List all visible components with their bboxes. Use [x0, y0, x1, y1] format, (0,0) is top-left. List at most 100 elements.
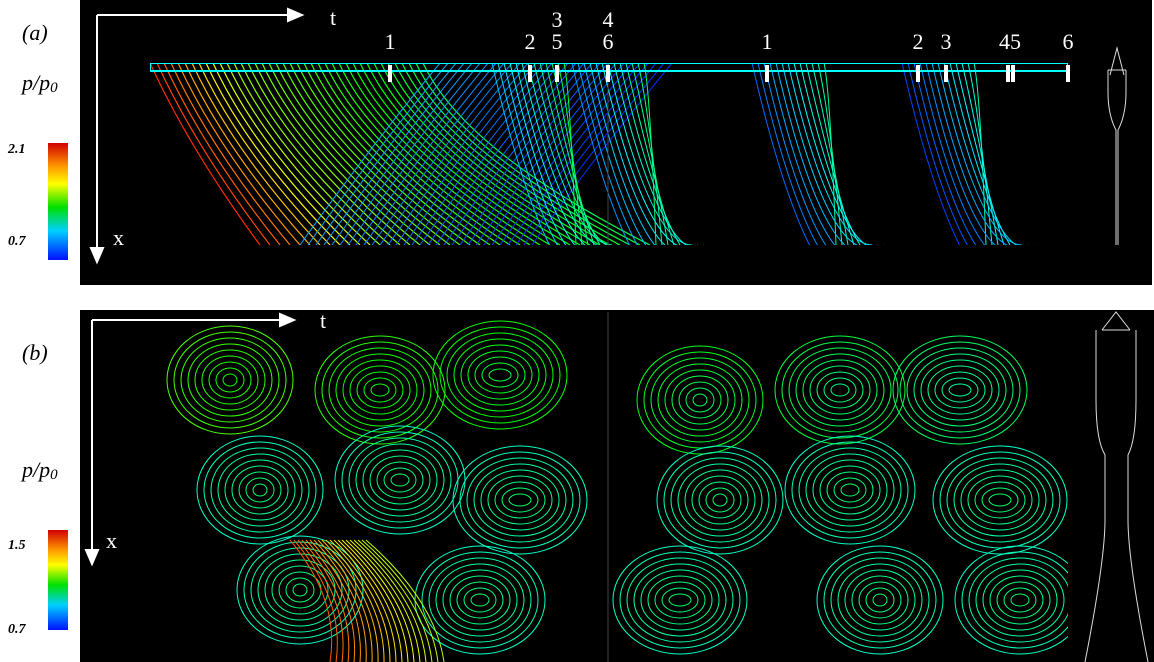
contour [664, 369, 736, 431]
contour [363, 63, 505, 245]
contour [899, 341, 1021, 439]
contour [787, 63, 873, 245]
contour [198, 63, 331, 245]
contour [459, 451, 581, 549]
contour [460, 344, 540, 406]
contour [323, 63, 465, 245]
quantity: p/p [20, 457, 50, 482]
contour [163, 63, 281, 245]
contour [325, 539, 385, 662]
contour [231, 465, 289, 515]
contour [698, 481, 742, 519]
contour [837, 563, 923, 637]
colorbar-min: 0.7 [8, 234, 27, 249]
contour [968, 557, 1068, 643]
contour [823, 377, 857, 403]
contour [960, 469, 1040, 531]
contour [395, 63, 537, 245]
quantity-label: p/p0 [20, 457, 58, 483]
contour [892, 335, 1028, 445]
contour [321, 539, 379, 662]
contour [925, 63, 1034, 245]
contour [865, 587, 895, 613]
contour [257, 553, 343, 627]
contour [791, 441, 909, 539]
marker-label: 2 [525, 29, 536, 54]
contour [379, 63, 521, 245]
contour [459, 63, 601, 245]
quantity: p/p [20, 70, 50, 95]
contour [927, 365, 993, 415]
contour [285, 577, 315, 603]
contour [677, 463, 763, 537]
contour [684, 469, 756, 531]
contour [236, 535, 364, 645]
marker-label: 4 [603, 7, 614, 32]
contour [324, 63, 511, 245]
contour [571, 63, 728, 245]
contour [331, 63, 521, 245]
contour [816, 371, 864, 409]
contour [352, 63, 551, 245]
contour [671, 375, 729, 425]
contour [640, 569, 720, 631]
contour [321, 341, 439, 439]
contour [474, 356, 526, 394]
contour [515, 63, 657, 245]
contour [840, 483, 860, 497]
contour [763, 63, 896, 245]
contour [421, 551, 539, 649]
contour [793, 63, 867, 245]
marker-tick [916, 65, 920, 82]
contour [363, 377, 397, 403]
contour [439, 326, 561, 424]
contour [443, 63, 585, 245]
nozzle-a [1107, 46, 1127, 245]
contour [811, 63, 849, 245]
contour [361, 539, 439, 662]
contour [329, 539, 391, 662]
contour [194, 349, 266, 411]
contour [557, 63, 583, 245]
t-axis-label: t [320, 308, 326, 333]
colorbar [48, 530, 68, 630]
contour [224, 459, 296, 521]
contour [353, 539, 427, 662]
contour [668, 593, 692, 607]
marker-label: 6 [1063, 29, 1074, 54]
contour [487, 475, 553, 525]
contour [349, 539, 421, 662]
contour [473, 463, 567, 537]
contour [937, 63, 1023, 245]
contour [705, 487, 735, 513]
x-axis-label: x [113, 225, 124, 250]
contour [348, 437, 452, 523]
contour [775, 63, 884, 245]
contour [177, 63, 301, 245]
contour [373, 63, 581, 245]
marker-label: 6 [603, 29, 614, 54]
contour [282, 63, 451, 245]
contour [222, 373, 238, 387]
contour [345, 63, 541, 245]
contour [310, 63, 491, 245]
contour [656, 445, 784, 555]
contour [365, 539, 445, 662]
contour [643, 351, 757, 449]
contour [187, 343, 273, 417]
contour [446, 332, 554, 418]
marker-label: 5 [552, 29, 563, 54]
contour [456, 581, 504, 619]
t-axis-label: t [330, 5, 336, 30]
contour [341, 539, 409, 662]
contour [795, 353, 885, 427]
contour [268, 63, 431, 245]
contour [826, 471, 874, 509]
contour [996, 581, 1044, 619]
contour [907, 63, 1052, 245]
contour [317, 63, 501, 245]
contour [317, 539, 373, 662]
contour [830, 557, 930, 643]
contour [401, 63, 621, 245]
contour [307, 63, 449, 245]
